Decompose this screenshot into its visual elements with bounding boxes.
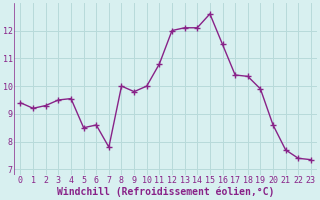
X-axis label: Windchill (Refroidissement éolien,°C): Windchill (Refroidissement éolien,°C) [57, 187, 274, 197]
